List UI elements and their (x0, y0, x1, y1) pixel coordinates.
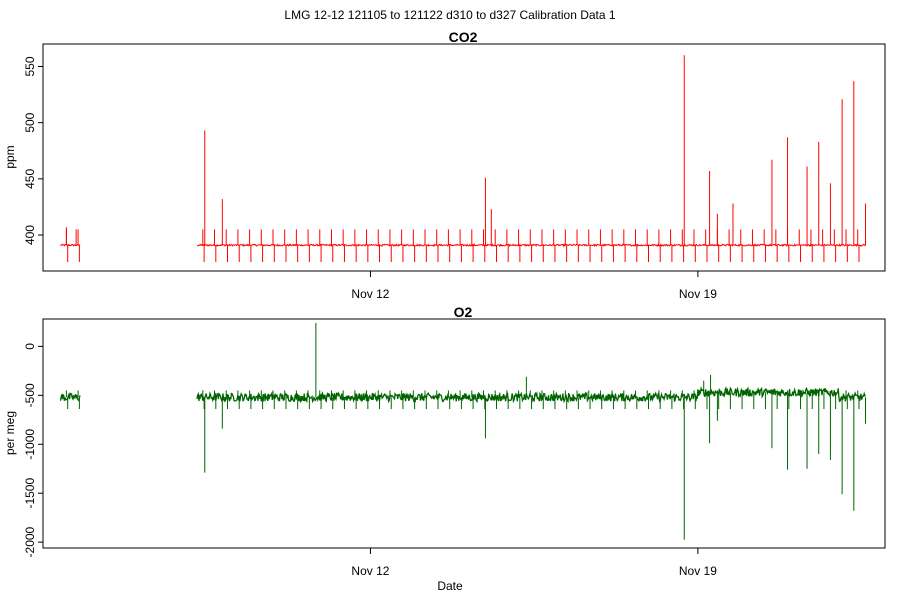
co2-panel: CO2 400 450 500 550 Nov 12 Nov 19 ppm (3, 29, 886, 301)
o2-series (59, 322, 867, 540)
co2-x-axis: Nov 12 Nov 19 (351, 270, 717, 301)
figure-title: LMG 12-12 121105 to 121122 d310 to d327 … (284, 8, 615, 22)
co2-y-axis-label: ppm (3, 145, 17, 168)
o2-series-line (59, 392, 81, 402)
o2-y-tick-label: -1000 (23, 429, 37, 460)
o2-y-tick-label: -1500 (23, 478, 37, 509)
co2-y-tick-label: 500 (23, 112, 37, 132)
o2-y-tick-label: -500 (23, 383, 37, 407)
o2-x-tick-label: Nov 12 (351, 564, 389, 578)
o2-y-axis: 0 -500 -1000 -1500 -2000 (23, 343, 43, 557)
co2-panel-title: CO2 (449, 29, 478, 45)
co2-plot-frame (42, 43, 886, 272)
co2-x-tick-label: Nov 12 (351, 287, 389, 301)
o2-y-tick-label: -2000 (23, 526, 37, 557)
co2-y-tick-label: 400 (23, 225, 37, 245)
co2-series (60, 55, 867, 263)
o2-y-axis-label: per meg (3, 411, 17, 455)
o2-panel: O2 0 -500 -1000 -1500 -2000 Nov 12 Nov 19 per… (3, 304, 886, 593)
co2-series-line (60, 243, 81, 247)
co2-y-tick-label: 550 (23, 56, 37, 76)
co2-x-tick-label: Nov 19 (679, 287, 717, 301)
co2-y-tick-label: 450 (23, 169, 37, 189)
o2-x-axis-label: Date (437, 579, 463, 593)
o2-panel-title: O2 (454, 304, 473, 320)
o2-x-axis: Nov 12 Nov 19 (351, 547, 717, 578)
o2-y-tick-label: 0 (23, 343, 37, 350)
o2-x-tick-label: Nov 19 (679, 564, 717, 578)
co2-y-axis: 400 450 500 550 (23, 56, 43, 245)
o2-plot-frame (42, 318, 886, 549)
